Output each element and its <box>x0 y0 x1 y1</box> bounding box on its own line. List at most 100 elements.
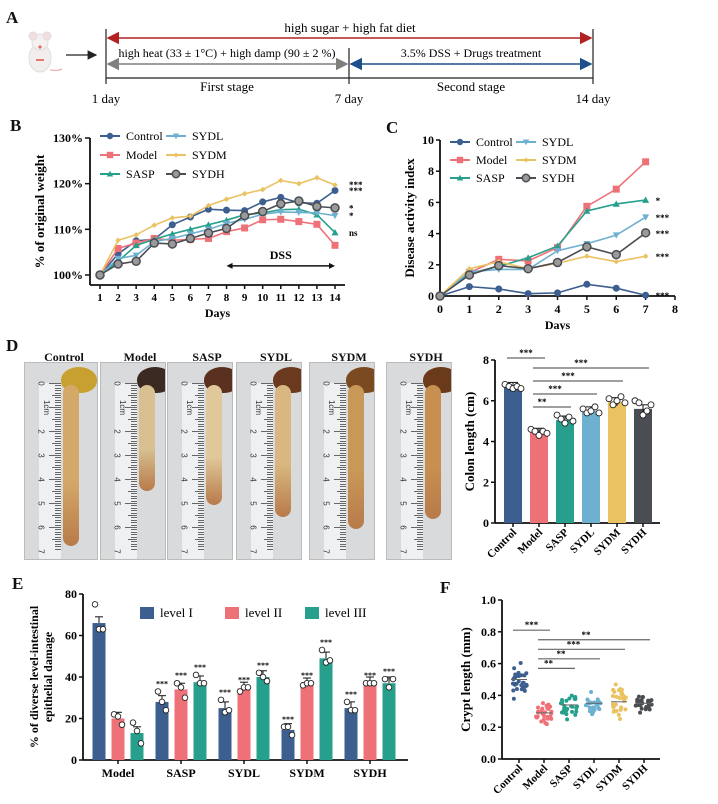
data-point <box>181 694 189 701</box>
data-point-sydm <box>115 237 121 244</box>
legend-label: Control <box>126 129 163 143</box>
data-point-model <box>539 719 544 724</box>
x-tick-label: SYDM <box>289 766 324 780</box>
data-point-sydl <box>295 209 303 216</box>
data-point-control <box>583 280 591 288</box>
data-point <box>162 706 170 714</box>
significance-label: *** <box>561 371 575 381</box>
data-point-control <box>612 284 620 292</box>
x-tick-label: 1 <box>466 302 472 316</box>
data-point <box>643 407 651 415</box>
significance-label: *** <box>345 690 357 699</box>
data-point-sydh <box>494 260 504 271</box>
day-mid: 7 day <box>335 91 364 106</box>
y-tick-label: 10 <box>422 133 434 147</box>
ruler-number: 5 <box>321 501 331 506</box>
ruler: 0 1cm 2 3 4 5 6 7 <box>399 381 423 559</box>
data-point <box>158 698 166 706</box>
bar-sasp-level3 <box>193 682 207 760</box>
data-point-sydm <box>296 180 302 187</box>
data-point <box>617 393 625 401</box>
ruler-number: 3 <box>112 453 122 458</box>
y-tick-label: 8 <box>483 353 489 367</box>
ruler-number: 6 <box>112 525 122 530</box>
data-point-sydh <box>294 196 304 206</box>
data-point-sydm <box>620 691 625 696</box>
data-point-control <box>277 193 285 201</box>
data-point-sasp <box>554 242 561 249</box>
data-point <box>543 429 551 437</box>
ruler-number: 2 <box>321 429 331 434</box>
ruler: 0 1cm 2 3 4 5 6 7 <box>179 381 204 559</box>
ruler-number: 7 <box>179 549 189 554</box>
legend-swatch <box>225 607 239 619</box>
data-point-sydm <box>314 174 320 181</box>
data-point <box>173 679 181 687</box>
panel-label-c: C <box>386 118 399 137</box>
data-point <box>259 673 267 681</box>
data-point-sydh <box>239 210 250 221</box>
y-tick-label: 110% <box>54 222 83 236</box>
data-point-control <box>524 290 532 298</box>
x-tick-label: SASP <box>544 526 572 554</box>
data-point <box>561 419 569 427</box>
data-point-sasp <box>560 700 565 705</box>
significance-label: ** <box>557 649 567 659</box>
data-point-control <box>524 683 529 688</box>
y-axis-label: % of original weight <box>32 154 47 268</box>
colon-tissue <box>63 385 79 546</box>
bar-sydl-level2 <box>237 688 251 760</box>
ruler-number: 0 <box>179 381 189 386</box>
data-point-control <box>519 687 524 692</box>
ruler-number: 3 <box>321 453 331 458</box>
data-point <box>133 727 141 735</box>
x-tick-label: 7 <box>643 302 649 316</box>
significance-label: *** <box>238 675 250 684</box>
data-point-model <box>259 216 267 224</box>
x-tick-label: 6 <box>613 302 619 316</box>
x-tick-label: 8 <box>224 292 230 304</box>
legend-marker <box>456 156 464 164</box>
data-point <box>225 706 233 714</box>
day-start: 1 day <box>92 91 121 106</box>
data-point <box>557 415 565 423</box>
data-point-model <box>545 714 550 719</box>
legend-label: Model <box>476 153 508 167</box>
data-point-model <box>546 702 551 707</box>
ruler-number: 4 <box>179 477 189 482</box>
bar-sydm-level2 <box>300 684 314 760</box>
data-point-control <box>512 666 517 671</box>
x-tick-label: 3 <box>133 292 139 304</box>
data-point <box>621 399 629 407</box>
photo-title: SYDH <box>409 350 443 364</box>
data-point-sasp <box>560 698 565 703</box>
y-tick-label: 40 <box>65 670 77 684</box>
data-point-sydl <box>642 214 650 221</box>
legend-label: Model <box>126 148 158 162</box>
x-tick-label: Model <box>515 527 545 557</box>
data-point <box>244 684 252 691</box>
x-tick-label: SYDH <box>619 526 649 556</box>
stage1-condition: high heat (33 ± 1°C) + high damp (90 ± 2… <box>118 46 335 60</box>
legend-marker <box>106 132 114 140</box>
bar-control <box>504 386 522 523</box>
bar-sydm <box>608 401 626 523</box>
ruler: 0 1cm 2 3 4 5 6 7 <box>249 381 273 559</box>
mouse-icon <box>28 31 63 73</box>
ruler-number: 7 <box>112 549 122 554</box>
y-tick-label: 100% <box>53 268 83 282</box>
x-tick-label: 9 <box>242 292 248 304</box>
data-point-control <box>223 206 231 214</box>
bar-sydl-level1 <box>218 708 232 760</box>
significance-label: *** <box>364 671 376 680</box>
x-tick-label: Control <box>491 763 525 797</box>
data-point <box>326 657 334 664</box>
data-point-sasp <box>567 696 572 701</box>
significance-label: *** <box>349 186 363 196</box>
bar-sydm-level3 <box>319 658 333 760</box>
ruler-number: 0 <box>112 381 122 386</box>
y-tick-label: 130% <box>53 131 83 145</box>
significance-label: *** <box>301 671 313 680</box>
crypt-length-scatter-chart: 0.0 0.2 0.4 0.6 0.8 1.0 Crypt length (mm) Contr… <box>458 593 660 797</box>
x-tick-label: 1 <box>97 292 103 304</box>
